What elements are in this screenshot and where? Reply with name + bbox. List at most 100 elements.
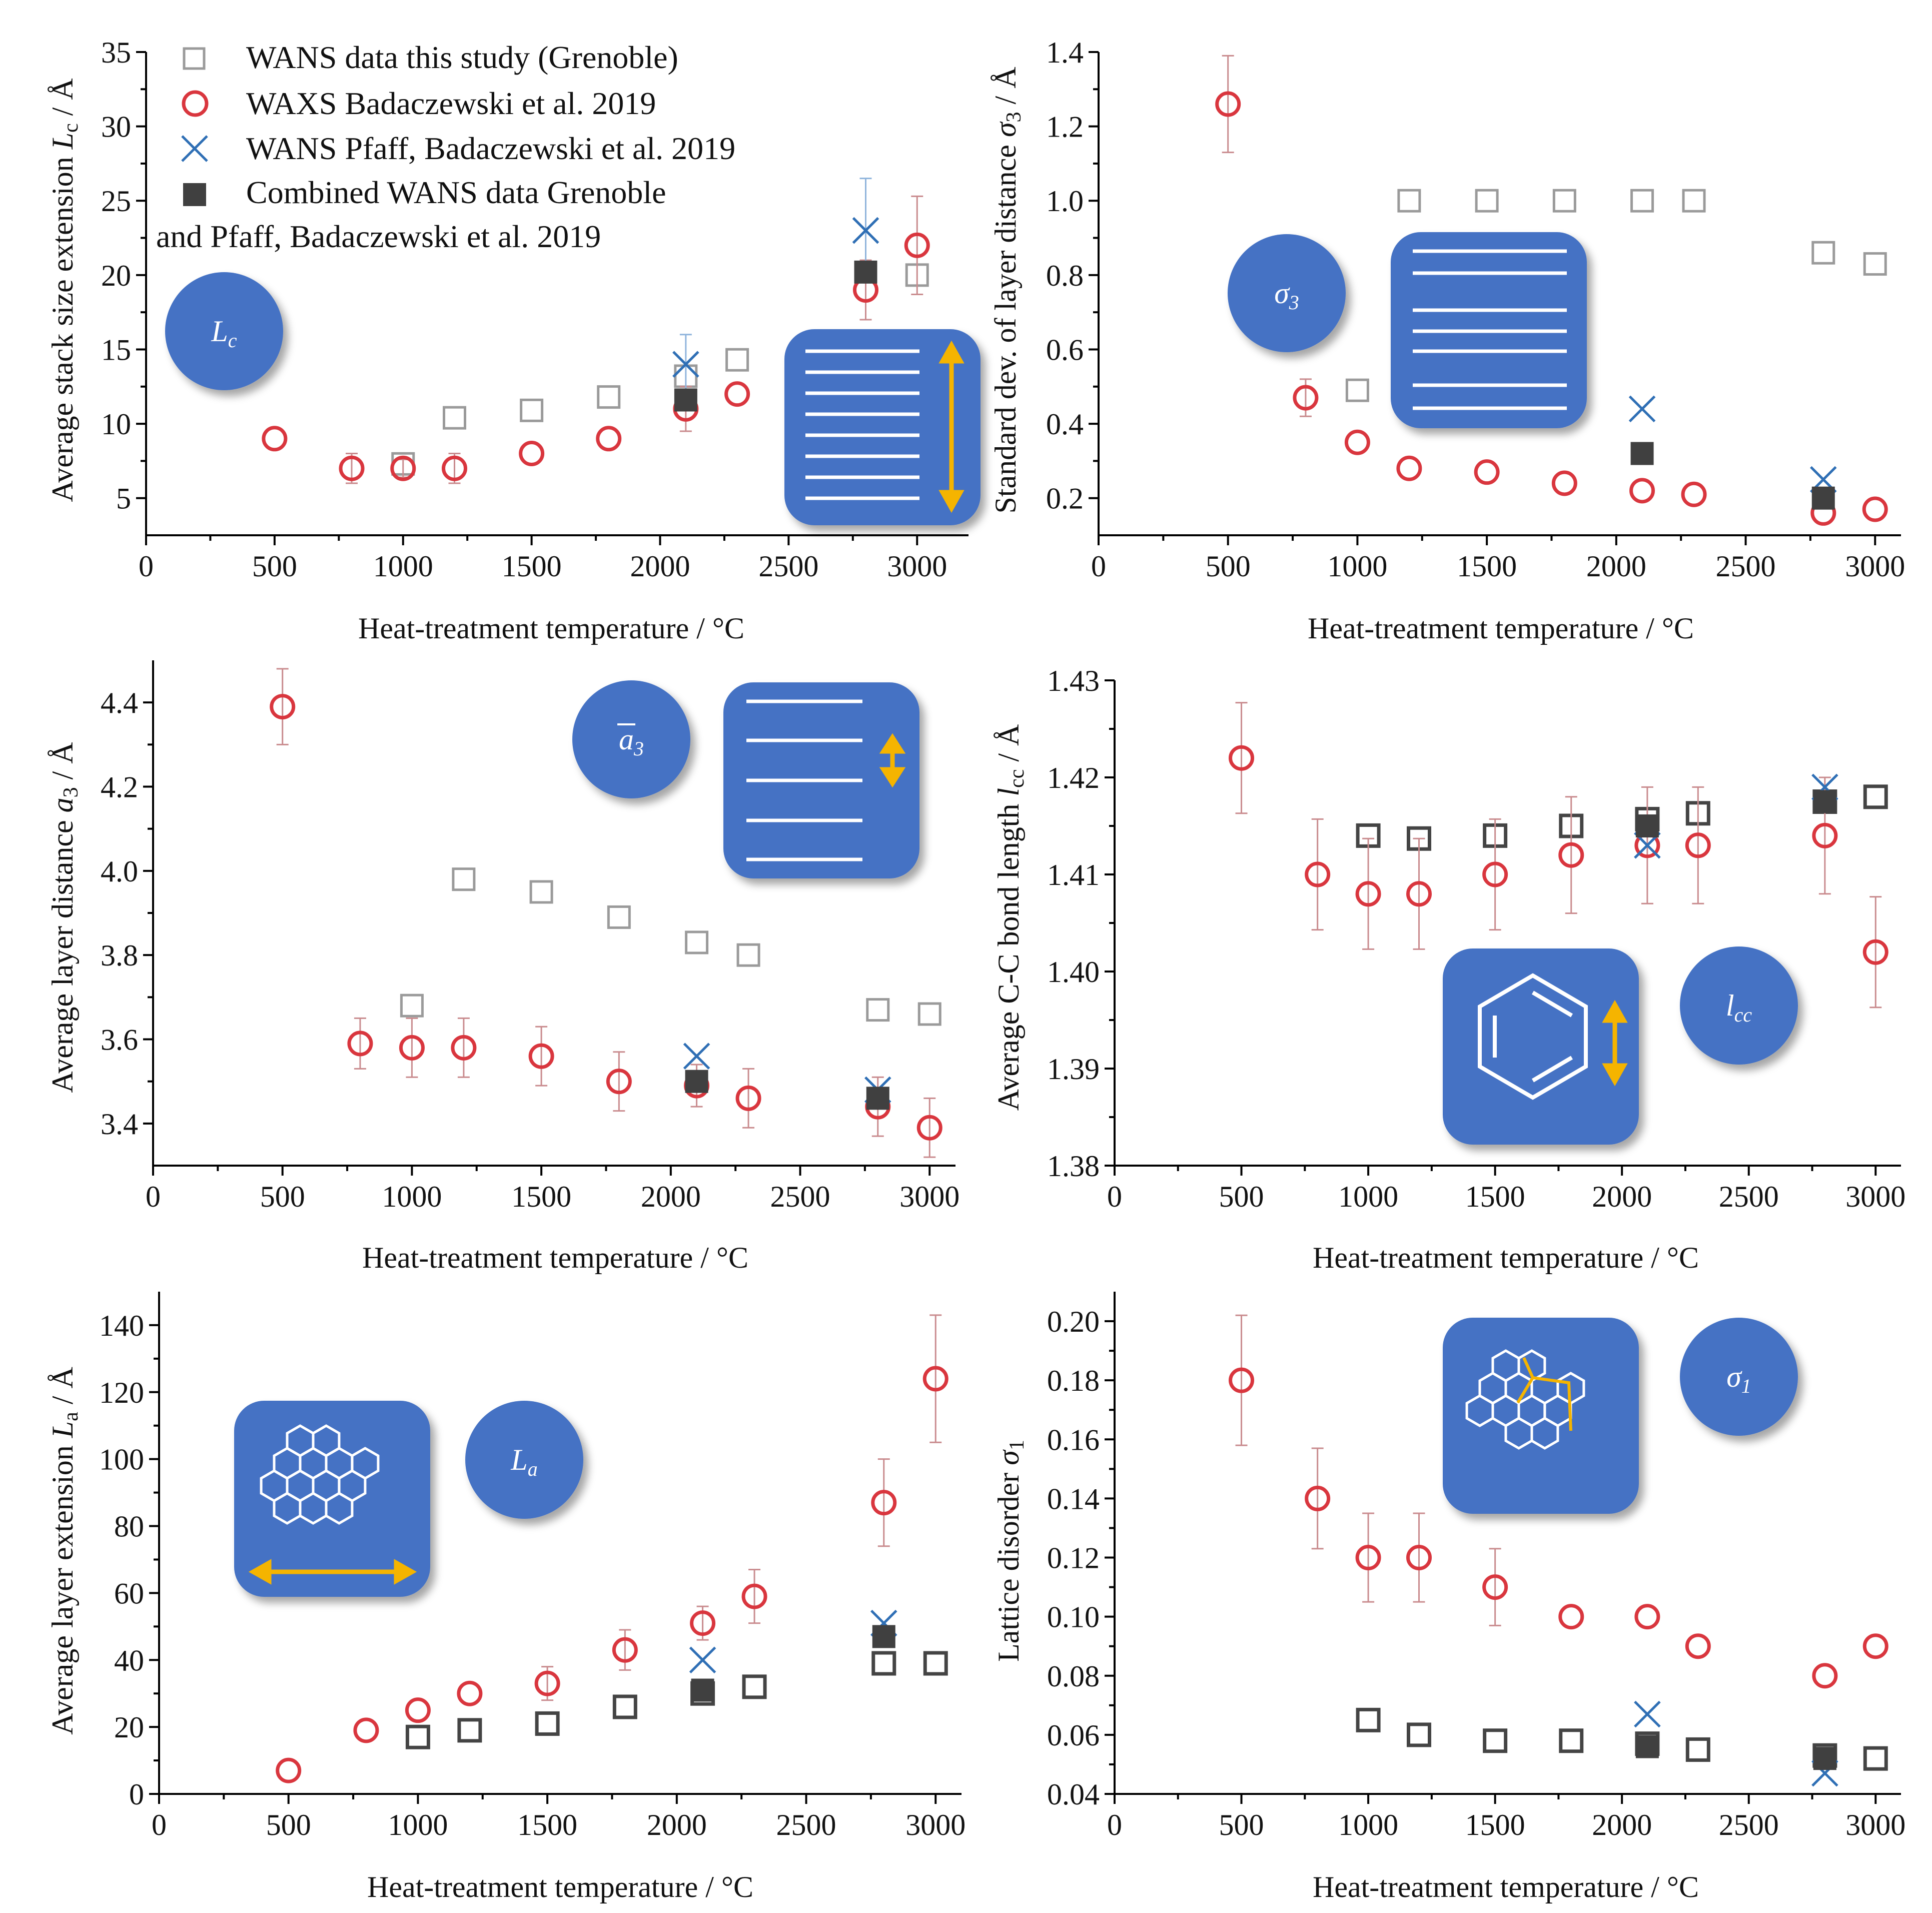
legend-label-combined-continued: and Pfaff, Badaczewski et al. 2019 [156, 219, 601, 254]
la-badge-label: La [510, 1443, 537, 1480]
x-tick-label: 2000 [647, 1808, 707, 1841]
y-tick-label: 4.0 [101, 855, 138, 888]
point-waxs [1406, 881, 1432, 907]
point-wans-grenoble [529, 880, 553, 904]
x-axis-label: Heat-treatment temperature / °C [362, 1241, 748, 1274]
point-waxs [1685, 832, 1711, 858]
a3-badge-label: a3 [619, 723, 644, 760]
y-tick-label: 15 [101, 333, 131, 366]
series-lattice-disorder [1229, 1314, 1888, 1787]
y-tick-label: 1.38 [1047, 1150, 1100, 1183]
la-badge-icon [465, 1401, 583, 1519]
y-tick-label: 30 [101, 111, 131, 144]
y-tick-label: 1.41 [1047, 858, 1100, 891]
y-tick-label: 0.08 [1047, 1660, 1100, 1693]
point-wans-grenoble [923, 1651, 948, 1676]
x-axis-label: Heat-treatment temperature / °C [1313, 1870, 1699, 1903]
y-tick-label: 1.39 [1047, 1053, 1100, 1086]
point-wans-pfaff [852, 217, 879, 244]
point-wans-grenoble [1552, 189, 1576, 213]
y-axis-label: Average layer extension La / Å [46, 1367, 83, 1735]
point-wans-grenoble [725, 348, 749, 372]
x-tick-label: 0 [1107, 1180, 1122, 1213]
x-axis-label: Heat-treatment temperature / °C [358, 612, 744, 645]
x-tick-label: 1000 [388, 1808, 448, 1841]
point-wans-grenoble [535, 1711, 560, 1736]
axes-layer-distance: 0 500 1000 1500 2000 2500 3000 3.4 3.6 3.8 4.0 4.2 4… [101, 660, 959, 1213]
point-waxs [916, 1115, 942, 1141]
point-wans-grenoble [400, 994, 424, 1018]
point-waxs [596, 426, 622, 452]
x-tick-label: 3000 [905, 1808, 965, 1841]
x-tick-label: 1000 [382, 1180, 442, 1213]
point-combined [691, 1678, 714, 1702]
y-axis-label: Lattice disorder σ1 [992, 1440, 1029, 1662]
y-tick-label: 0.8 [1046, 259, 1084, 292]
point-wans-grenoble [871, 1651, 896, 1676]
point-waxs [1229, 1367, 1255, 1393]
sigma3-badge-label: σ3 [1274, 277, 1299, 314]
lc-badge-label: Lc [211, 315, 237, 352]
point-wans-grenoble [1682, 189, 1706, 213]
point-wans-grenoble [1630, 189, 1654, 213]
point-wans-grenoble [443, 406, 466, 430]
y-tick-label: 0.2 [1046, 482, 1084, 515]
point-wans-grenoble [742, 1674, 767, 1699]
x-tick-label: 1500 [511, 1180, 571, 1213]
point-combined [854, 260, 877, 284]
point-waxs [741, 1583, 767, 1609]
series-bond-length [1229, 702, 1888, 1009]
y-tick-label: 100 [99, 1443, 144, 1476]
point-waxs [1558, 842, 1584, 868]
point-waxs [606, 1069, 632, 1095]
x-tick-label: 1000 [1338, 1808, 1398, 1841]
point-wans-grenoble [1345, 378, 1369, 402]
x-tick-label: 0 [146, 1180, 161, 1213]
point-wans-grenoble [685, 930, 709, 954]
lcc-badge-icon [1680, 946, 1798, 1065]
sigma1-badge-label: σ1 [1726, 1360, 1751, 1397]
point-wans-pfaff [689, 1646, 716, 1674]
point-waxs [922, 1366, 948, 1392]
x-tick-label: 1000 [1338, 1180, 1398, 1213]
x-tick-label: 2500 [1719, 1180, 1779, 1213]
point-wans-grenoble [1356, 1707, 1381, 1732]
x-tick-label: 0 [1091, 550, 1106, 583]
axes-layer-distance-std: 0 500 1000 1500 2000 2500 3000 0.2 0.4 0.6 0.8 1.0 1… [1046, 36, 1905, 583]
x-tick-label: 2000 [1592, 1180, 1652, 1213]
x-tick-label: 2000 [641, 1180, 701, 1213]
x-tick-label: 0 [139, 550, 154, 583]
point-waxs [1862, 939, 1888, 965]
point-waxs [270, 694, 296, 720]
point-wans-grenoble [1863, 1746, 1888, 1771]
x-tick-label: 500 [266, 1808, 311, 1841]
x-tick-label: 500 [1219, 1180, 1264, 1213]
panel-layer-distance: 0 500 1000 1500 2000 2500 3000 3.4 3.6 3.8 4.0 4.2 4… [46, 660, 959, 1274]
x-tick-label: 2000 [1592, 1808, 1652, 1841]
y-tick-label: 1.2 [1046, 111, 1084, 144]
x-axis-label: Heat-treatment temperature / °C [1308, 612, 1694, 645]
legend-marker-cross [181, 135, 208, 162]
x-tick-label: 0 [152, 1808, 167, 1841]
x-tick-label: 2500 [776, 1808, 836, 1841]
disordered-graphene-icon [1443, 1318, 1639, 1514]
panel-layer-extension: 0 500 1000 1500 2000 2500 3000 0 20 40 60 80 100 120 1… [46, 1292, 965, 1903]
a3-badge-icon [572, 680, 690, 798]
point-waxs [1862, 496, 1888, 522]
point-wans-pfaff [1628, 395, 1656, 423]
y-tick-label: 60 [114, 1577, 144, 1610]
point-waxs [347, 1031, 373, 1057]
y-tick-label: 1.4 [1046, 36, 1084, 69]
sigma3-badge-icon [1228, 234, 1346, 352]
axes-layer-extension: 0 500 1000 1500 2000 2500 3000 0 20 40 60 80 100 120 1… [99, 1292, 965, 1841]
point-combined [1811, 486, 1835, 510]
point-waxs [339, 455, 365, 481]
point-waxs [1812, 822, 1838, 848]
lcc-badge-label: lcc [1726, 989, 1752, 1026]
point-waxs [1406, 1545, 1432, 1571]
point-waxs [519, 441, 545, 467]
panel-bond-length: 0 500 1000 1500 2000 2500 3000 1.38 1.39 1.40 1.41… [992, 664, 1905, 1274]
point-combined [1813, 1747, 1836, 1770]
point-waxs [1862, 1633, 1888, 1659]
